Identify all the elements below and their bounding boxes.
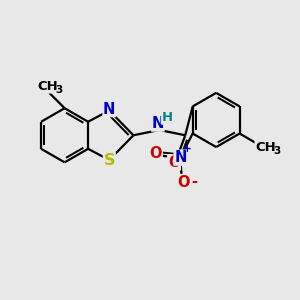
Text: O: O [168, 155, 180, 170]
Text: N: N [152, 116, 164, 131]
Text: N: N [103, 102, 116, 117]
Text: O: O [150, 146, 162, 161]
Text: -: - [191, 174, 197, 189]
Text: N: N [174, 150, 187, 165]
Text: CH: CH [38, 80, 58, 93]
Text: 3: 3 [273, 146, 280, 156]
Text: O: O [177, 175, 190, 190]
Text: 3: 3 [55, 85, 62, 95]
Text: H: H [162, 111, 173, 124]
Text: S: S [103, 152, 115, 167]
Text: CH: CH [255, 141, 276, 154]
Text: +: + [182, 144, 191, 154]
